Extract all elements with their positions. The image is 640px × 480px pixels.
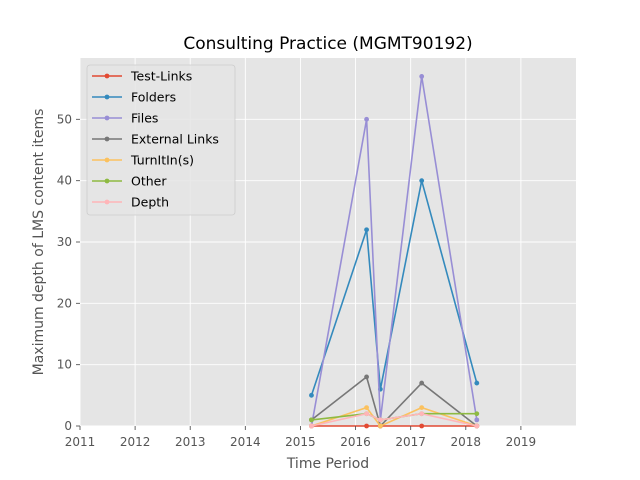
x-tick-label: 2012 xyxy=(120,435,151,449)
legend-marker xyxy=(104,199,110,205)
legend-marker xyxy=(104,115,110,121)
data-point xyxy=(419,380,425,386)
legend-label: External Links xyxy=(131,132,219,147)
legend-label: TurnItIn(s) xyxy=(130,153,194,168)
x-tick-label: 2013 xyxy=(175,435,206,449)
legend-label: Folders xyxy=(131,90,176,105)
y-tick-label: 0 xyxy=(64,419,72,433)
data-point xyxy=(474,411,480,417)
data-point xyxy=(419,411,425,417)
y-tick-label: 10 xyxy=(57,358,72,372)
x-tick-label: 2014 xyxy=(230,435,261,449)
data-point xyxy=(419,423,425,429)
x-tick-label: 2019 xyxy=(506,435,537,449)
data-point xyxy=(419,74,425,79)
data-point xyxy=(377,423,383,429)
legend-marker xyxy=(104,178,110,184)
data-point xyxy=(309,392,314,398)
data-point xyxy=(364,374,369,380)
legend-marker xyxy=(104,157,110,163)
legend: Test-Links Folders Files External Links Turn… xyxy=(86,64,236,216)
x-tick-label: 2018 xyxy=(451,435,482,449)
y-tick-label: 40 xyxy=(57,174,72,188)
legend-label: Test-Links xyxy=(130,69,192,84)
data-point xyxy=(377,417,383,423)
data-point xyxy=(419,178,425,184)
legend-box xyxy=(86,64,236,216)
axis-ticks: 2011 2012 2013 2014 2015 2016 2017 2018 2019 0 10 2… xyxy=(57,112,536,449)
chart-title: Consulting Practice (MGMT90192) xyxy=(183,34,472,54)
series-layer xyxy=(309,74,480,429)
y-tick-label: 50 xyxy=(57,112,72,126)
legend-marker xyxy=(104,73,110,79)
data-point xyxy=(474,417,480,423)
data-point xyxy=(364,227,369,233)
data-point xyxy=(364,411,369,417)
data-point xyxy=(364,405,369,410)
data-point xyxy=(419,405,425,410)
y-axis-label: Maximum depth of LMS content items xyxy=(31,109,47,376)
y-tick-label: 20 xyxy=(57,296,72,310)
data-point xyxy=(309,423,314,429)
data-point xyxy=(474,380,480,386)
y-tick-label: 30 xyxy=(57,235,72,249)
legend-label: Depth xyxy=(131,195,169,210)
data-point xyxy=(364,116,369,122)
x-tick-label: 2017 xyxy=(395,435,426,449)
x-tick-label: 2015 xyxy=(285,435,316,449)
data-point xyxy=(474,423,480,429)
x-tick-label: 2016 xyxy=(340,435,371,449)
x-axis-label: Time Period xyxy=(286,456,369,472)
x-tick-label: 2011 xyxy=(65,435,96,449)
data-point xyxy=(309,417,314,423)
legend-label: Files xyxy=(131,111,158,126)
legend-marker xyxy=(104,94,110,100)
data-point xyxy=(364,423,369,429)
legend-label: Other xyxy=(131,174,167,189)
legend-marker xyxy=(104,136,110,142)
